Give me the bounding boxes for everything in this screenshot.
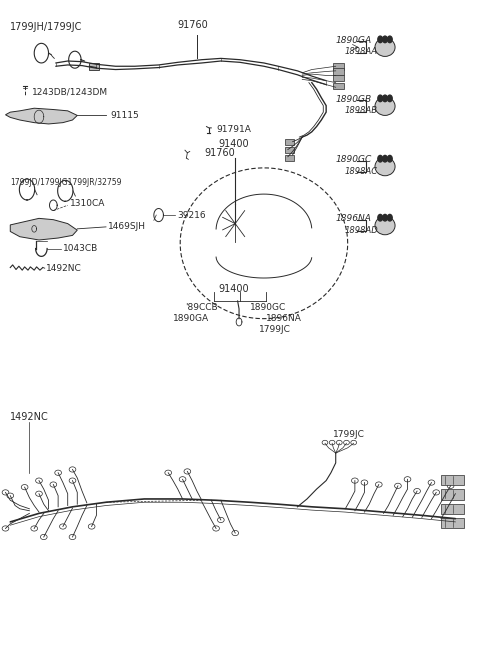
Text: 91760: 91760 — [204, 148, 235, 158]
Circle shape — [378, 214, 383, 221]
Ellipse shape — [2, 489, 9, 495]
Text: 1898AC: 1898AC — [344, 167, 377, 175]
Ellipse shape — [36, 478, 42, 484]
Ellipse shape — [60, 524, 66, 529]
Text: 91400: 91400 — [218, 284, 249, 294]
Ellipse shape — [447, 484, 454, 488]
Text: 1469SJH: 1469SJH — [108, 222, 146, 231]
Bar — [89, 63, 99, 70]
Text: 91791A: 91791A — [216, 125, 251, 134]
Bar — [333, 68, 344, 75]
Text: 39216: 39216 — [178, 211, 206, 219]
Text: 1799JD/1799JG1799JR/32759: 1799JD/1799JG1799JR/32759 — [10, 179, 122, 187]
Text: '89CCB: '89CCB — [185, 303, 217, 312]
Ellipse shape — [433, 489, 440, 495]
Ellipse shape — [31, 526, 37, 531]
Circle shape — [387, 95, 392, 102]
Bar — [333, 75, 344, 81]
Bar — [333, 63, 344, 70]
Ellipse shape — [2, 526, 9, 531]
Ellipse shape — [88, 524, 95, 529]
Ellipse shape — [404, 477, 411, 482]
Text: 1043CB: 1043CB — [63, 244, 98, 253]
Ellipse shape — [40, 534, 47, 539]
Ellipse shape — [375, 97, 395, 116]
Circle shape — [383, 214, 387, 221]
Text: 1492NC: 1492NC — [46, 263, 82, 273]
Text: 1898AB: 1898AB — [344, 106, 377, 116]
Text: 1898AA: 1898AA — [344, 47, 377, 57]
Ellipse shape — [322, 440, 328, 445]
Bar — [286, 155, 294, 161]
Text: 1896NA: 1896NA — [266, 314, 302, 323]
Ellipse shape — [428, 480, 435, 485]
Ellipse shape — [232, 530, 239, 535]
Text: 1890GC: 1890GC — [336, 155, 372, 164]
Text: 1896NA: 1896NA — [336, 214, 372, 223]
Ellipse shape — [361, 480, 368, 485]
Text: 1890GA: 1890GA — [173, 314, 209, 323]
Ellipse shape — [7, 493, 13, 498]
Bar — [441, 518, 464, 528]
Ellipse shape — [375, 216, 395, 235]
Ellipse shape — [336, 440, 342, 445]
Text: 1890GC: 1890GC — [250, 303, 286, 312]
Ellipse shape — [375, 158, 395, 175]
Circle shape — [383, 36, 387, 43]
Circle shape — [387, 36, 392, 43]
Bar — [286, 139, 294, 145]
Text: 91400: 91400 — [218, 139, 249, 148]
Circle shape — [383, 156, 387, 162]
Ellipse shape — [69, 478, 76, 484]
Circle shape — [387, 156, 392, 162]
Text: 1799JH/1799JC: 1799JH/1799JC — [10, 22, 83, 32]
Text: 91760: 91760 — [178, 20, 208, 30]
Bar — [441, 475, 464, 485]
Text: 1890GB: 1890GB — [336, 95, 372, 104]
Ellipse shape — [50, 482, 57, 487]
Bar — [286, 147, 294, 153]
Text: 1799JC: 1799JC — [333, 430, 365, 440]
Ellipse shape — [184, 469, 191, 474]
Ellipse shape — [351, 478, 358, 484]
Text: 1243DB/1243DM: 1243DB/1243DM — [32, 88, 108, 97]
Polygon shape — [5, 108, 77, 124]
Ellipse shape — [375, 38, 395, 57]
Bar — [441, 489, 464, 499]
Bar — [333, 83, 344, 89]
Ellipse shape — [36, 491, 42, 496]
Ellipse shape — [452, 491, 459, 496]
Ellipse shape — [329, 440, 335, 445]
Circle shape — [378, 36, 383, 43]
Circle shape — [378, 95, 383, 102]
Ellipse shape — [213, 526, 219, 531]
Text: 1310CA: 1310CA — [70, 200, 106, 208]
Text: 1492NC: 1492NC — [10, 412, 49, 422]
Ellipse shape — [21, 484, 28, 489]
Circle shape — [387, 214, 392, 221]
Text: 91115: 91115 — [111, 111, 140, 120]
Ellipse shape — [55, 470, 61, 476]
Ellipse shape — [344, 440, 349, 445]
Ellipse shape — [217, 517, 224, 522]
Text: 1799JC: 1799JC — [259, 325, 291, 334]
Ellipse shape — [165, 470, 171, 476]
Bar — [441, 503, 464, 514]
Text: 1890GA: 1890GA — [336, 35, 372, 45]
Text: 1898AD: 1898AD — [344, 225, 378, 235]
Ellipse shape — [69, 467, 76, 472]
Circle shape — [378, 156, 383, 162]
Circle shape — [383, 95, 387, 102]
Ellipse shape — [414, 488, 420, 493]
Ellipse shape — [395, 484, 401, 488]
Ellipse shape — [69, 534, 76, 539]
Ellipse shape — [179, 477, 186, 482]
Ellipse shape — [375, 482, 382, 487]
Polygon shape — [10, 218, 77, 240]
Ellipse shape — [351, 440, 357, 445]
